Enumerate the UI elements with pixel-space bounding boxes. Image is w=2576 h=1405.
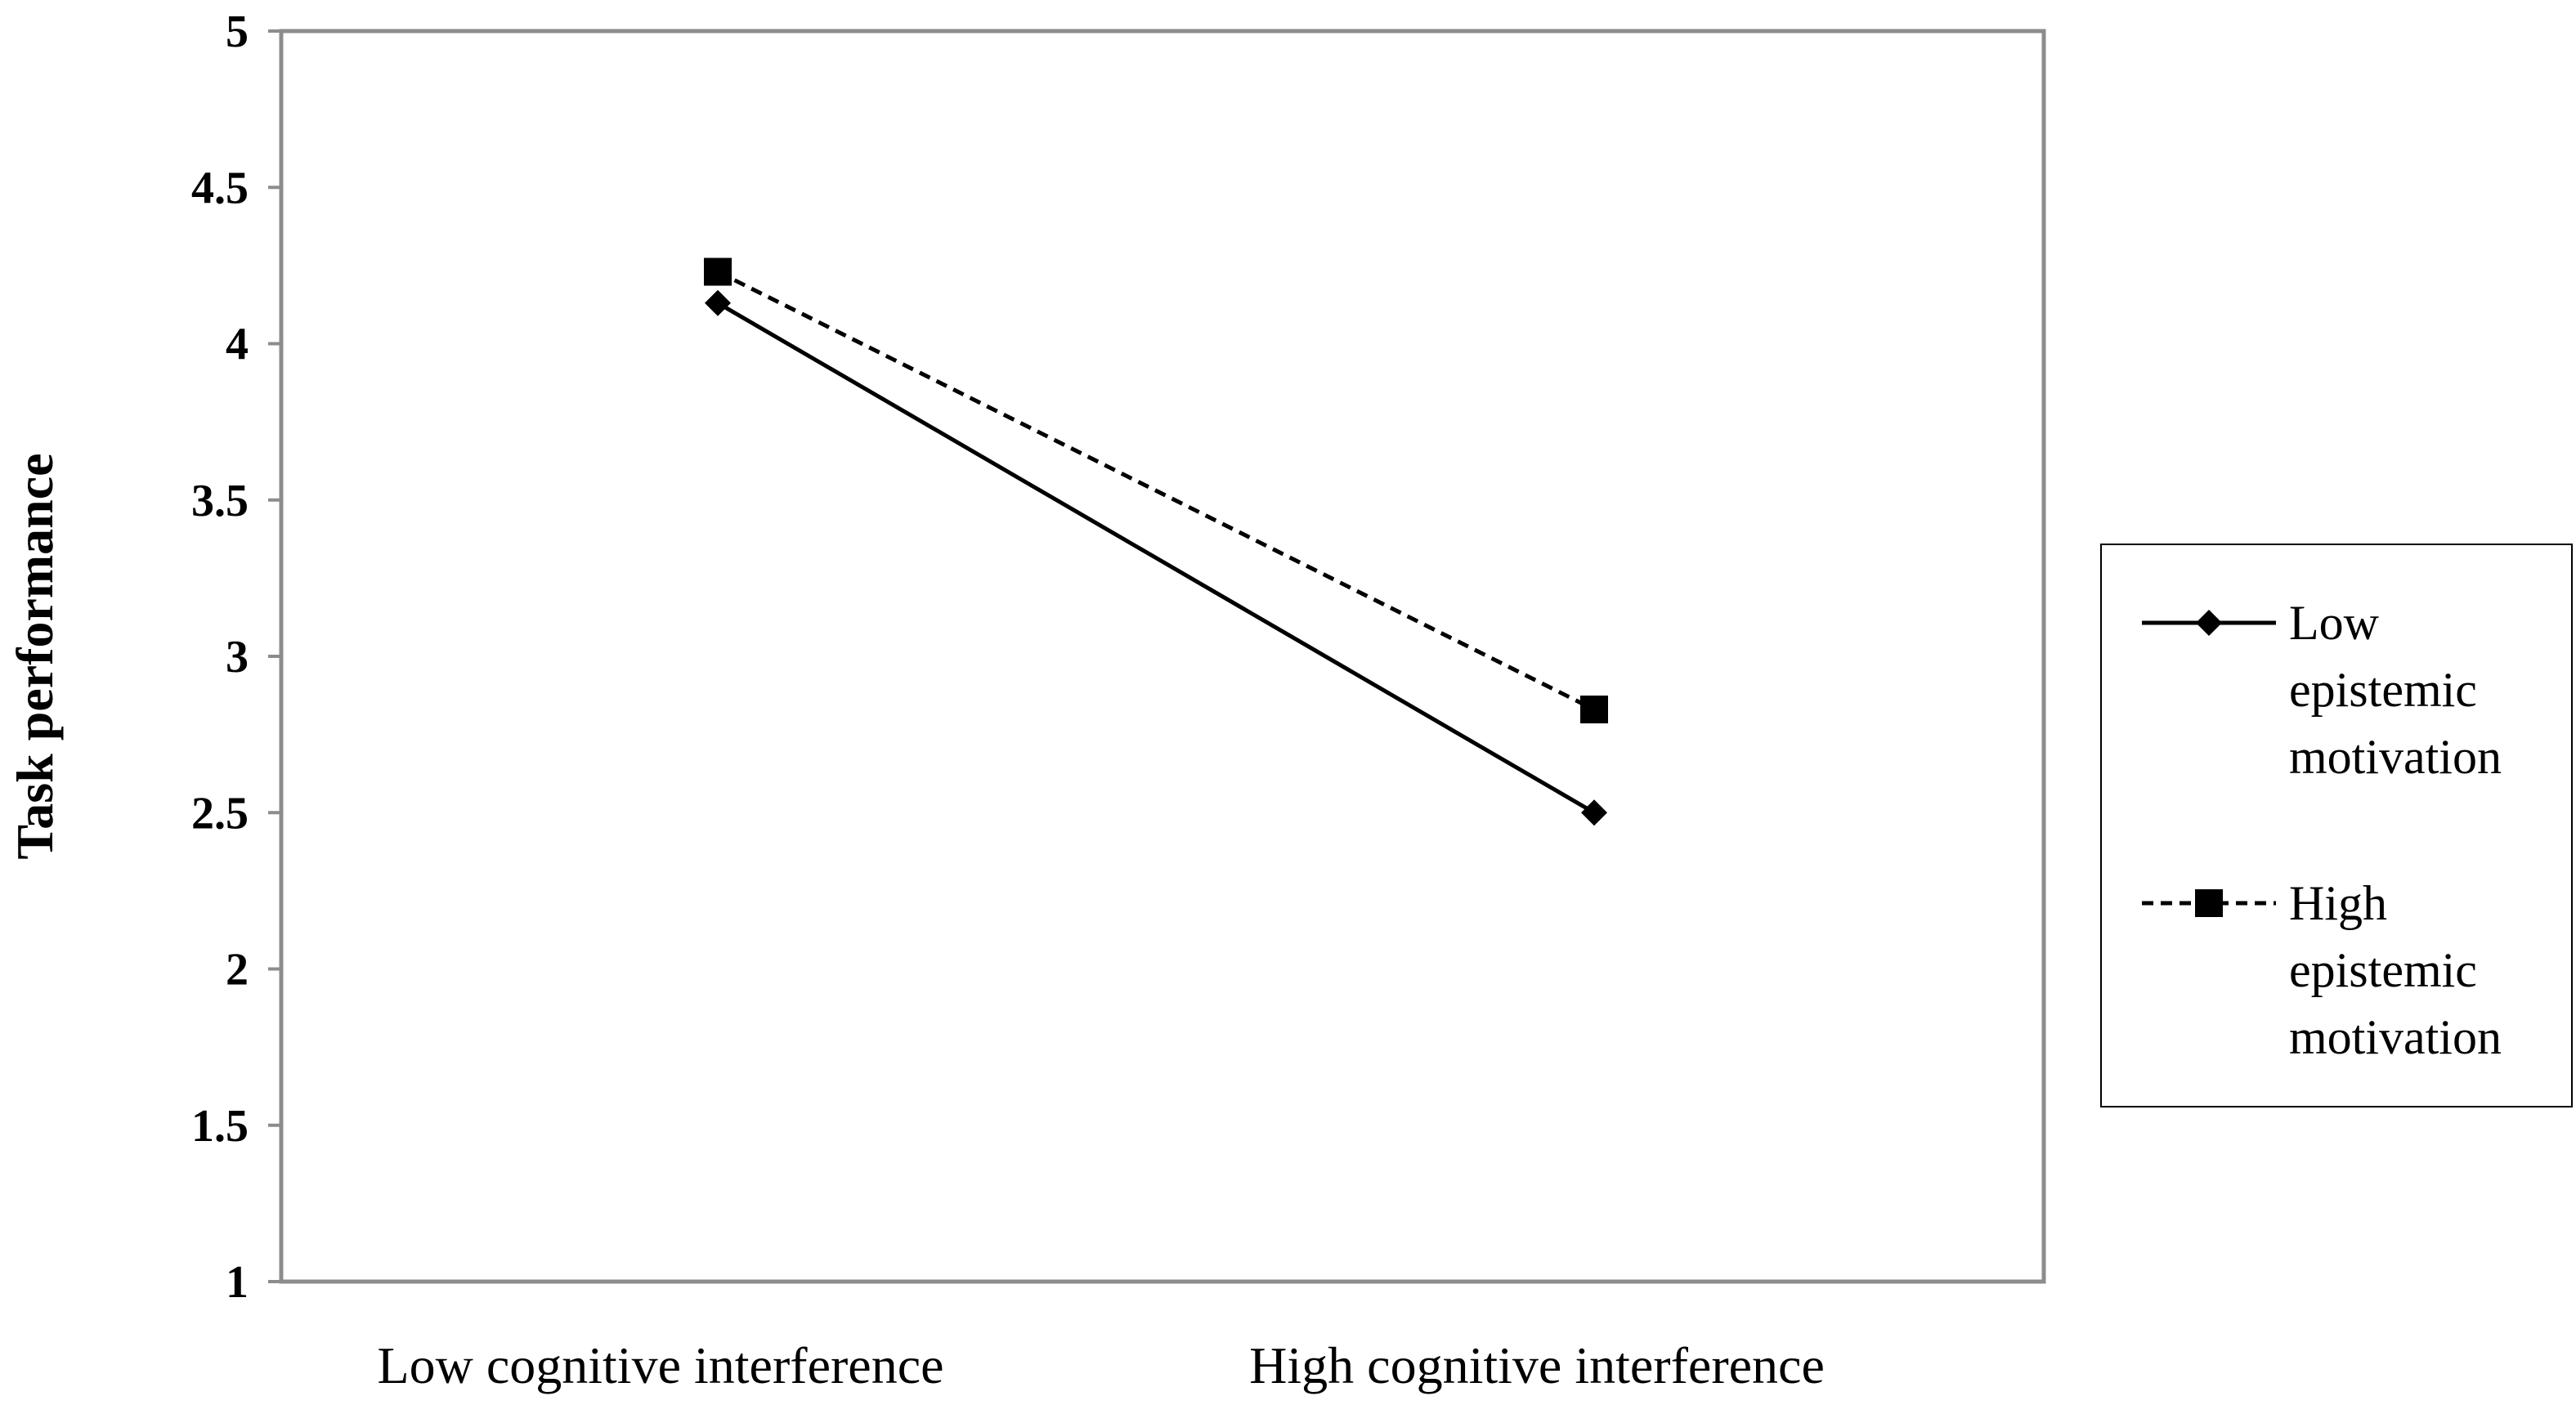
y-axis: 1 1.5 2 2.5 3 3.5 4 4.5 5 bbox=[191, 7, 281, 1308]
x-category-label: Low cognitive interference bbox=[378, 1336, 944, 1394]
y-tick-label: 1.5 bbox=[191, 1101, 249, 1152]
x-category-label: High cognitive interference bbox=[1249, 1336, 1825, 1394]
legend-marker-2 bbox=[2195, 889, 2223, 917]
y-tick-label: 4.5 bbox=[191, 163, 249, 213]
y-tick-label: 2.5 bbox=[191, 788, 249, 839]
series-1-point bbox=[1581, 799, 1607, 826]
plot-area bbox=[279, 29, 2046, 1284]
legend-label-2: motivation bbox=[2289, 1010, 2502, 1064]
legend-label-1: Low bbox=[2289, 596, 2380, 650]
legend-marker-1 bbox=[2196, 610, 2222, 636]
y-tick-label: 2 bbox=[226, 945, 249, 996]
series-2-point bbox=[704, 257, 732, 286]
legend-label-1: epistemic bbox=[2289, 663, 2477, 717]
series-line-2 bbox=[716, 270, 1596, 712]
series-layer bbox=[704, 257, 1608, 826]
x-axis-labels: Low cognitive interference High cognitive… bbox=[378, 1336, 1825, 1394]
y-axis-title: Task performance bbox=[6, 453, 64, 859]
series-line-1 bbox=[716, 301, 1596, 815]
y-tick-label: 3.5 bbox=[191, 476, 249, 526]
y-tick-label: 4 bbox=[226, 320, 249, 370]
legend-label-2: High bbox=[2289, 876, 2387, 930]
y-tick-label: 1 bbox=[226, 1257, 249, 1308]
series-1-point bbox=[705, 289, 731, 316]
legend-label-2: epistemic bbox=[2289, 943, 2477, 997]
series-2-point bbox=[1580, 696, 1608, 724]
legend-box bbox=[2100, 544, 2573, 1107]
legend-label-1: motivation bbox=[2289, 730, 2502, 784]
y-tick-label: 3 bbox=[226, 632, 249, 682]
y-tick-label: 5 bbox=[226, 7, 249, 57]
legend: Low epistemic motivation High epistemic motiv… bbox=[2100, 544, 2573, 1107]
